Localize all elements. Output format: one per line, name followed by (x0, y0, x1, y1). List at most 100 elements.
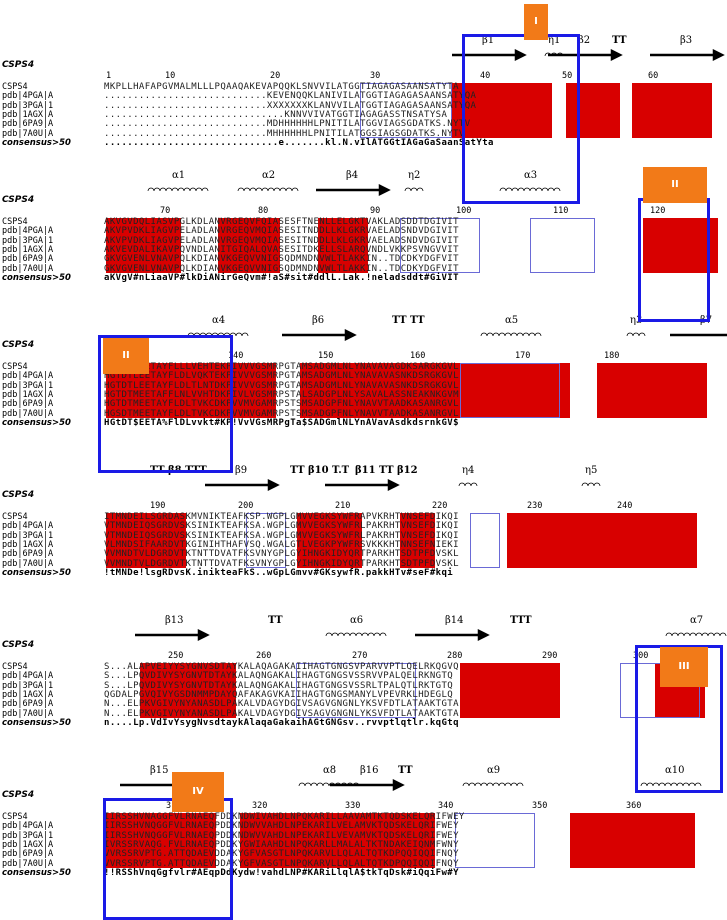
helix-coil (147, 187, 209, 192)
position-number: 70 (160, 206, 171, 216)
sequence-label: pdb|1AGX|A (2, 539, 54, 550)
conserved-column-highlight (106, 813, 216, 868)
aligned-sequence: HGTDTLEETAYFLDLVQKTEKPIVVVGSMRPGTAMSADGM… (104, 371, 459, 382)
aligned-sequence: AKVPVDKLIAGVPELADLANVRGEQVMQIASESITNDDLL… (104, 226, 459, 237)
aligned-sequence: N...ELPKVGIVYNYANASDLPAKALVDAGYDGIVSAGVG… (104, 699, 459, 710)
conserved-column-highlight (140, 663, 236, 718)
structure-label: η5 (585, 465, 597, 476)
sequence-label: pdb|7A0U|A (2, 858, 54, 869)
aligned-sequence: HGTDTLEETAYFLLLVEHTEKPIVVVGSMRPGTAMSADGM… (104, 362, 459, 372)
structure-label: η4 (462, 465, 474, 476)
conserved-column-highlight (240, 813, 380, 868)
structure-label: α10 (665, 765, 684, 776)
block-title: CSPS4 (2, 790, 35, 800)
helix-coil (404, 187, 424, 192)
position-number: 110 (553, 206, 569, 216)
aligned-sequence: QGDALPGVQIVYGSDNMMPDAYQAFAKAGVKAIIHAGTGN… (104, 689, 454, 700)
region-box (103, 798, 233, 920)
alignment-block: CSPS4β15α8β16TTα9α10310320330340350360CS… (0, 765, 727, 890)
aligned-sequence: ...............................KNNVVIVAT… (104, 109, 448, 120)
helix-coil (325, 632, 387, 637)
structure-label: TTT (510, 615, 532, 626)
structure-label: β14 (445, 615, 464, 626)
position-number: 180 (604, 351, 620, 361)
sequence-label: pdb|7A0U|A (2, 128, 54, 139)
aligned-sequence: VVRSSRVPTG.ATTQDAEVDDAKYGFVASGTLNPQKARVL… (104, 849, 459, 860)
position-number: 260 (256, 651, 272, 661)
structure-label: β3 (680, 35, 692, 46)
position-number: 330 (345, 801, 361, 811)
sequence-label: CSPS4 (2, 217, 28, 227)
strand-arrow (135, 628, 210, 642)
sequence-label: pdb|6PA9|A (2, 399, 54, 410)
sequence-label: pdb|1AGX|A (2, 109, 54, 120)
position-number: 230 (527, 501, 543, 511)
alignment-block: CSPS4 α1 α2 β4 η2 α3 70 80 90 100 110 120 CSPS4 AKVGV… (0, 170, 727, 295)
sequence-label: pdb|4PGA|A (2, 521, 54, 532)
aligned-sequence: HGTDTLEETAYFLDLTLNTDKPIVVVGSMRPGTAMSADGM… (104, 380, 459, 391)
alignment-block: CSPS4 β13 TT α6 β14 TTT α7 250 260 270 280 290 300 CS… (0, 615, 727, 740)
aligned-sequence: S...LPQVDIVYSYGNVTDTAYKALAQNGAKALIHAGTGN… (104, 680, 454, 691)
strand-arrow (670, 333, 727, 337)
position-number: 250 (168, 651, 184, 661)
helix-coil (462, 782, 524, 787)
strand-arrow (548, 48, 623, 62)
position-number: 60 (648, 71, 659, 81)
structure-label: β6 (312, 315, 324, 326)
aligned-sequence: ............................MHHHHHHLPNIT… (104, 128, 465, 139)
strand-arrow (205, 478, 280, 492)
similar-column-outline (246, 513, 286, 568)
aligned-sequence: GKVGVENLVNAVPQLKDIANVKGEQVVNIGSQDMNDNVWL… (104, 263, 459, 274)
structure-label: β4 (346, 170, 358, 181)
position-number: 160 (410, 351, 426, 361)
position-number: 150 (318, 351, 334, 361)
helix-coil (298, 782, 360, 787)
structure-label: α8 (323, 765, 336, 776)
position-number: 90 (370, 206, 381, 216)
position-number: 300 (633, 651, 649, 661)
conserved-column-highlight (452, 83, 552, 138)
sequence-label: pdb|7A0U|A (2, 408, 54, 419)
block-title: CSPS4 (2, 490, 35, 500)
helix-coil (480, 332, 542, 337)
position-number: 170 (515, 351, 531, 361)
sequence-label: pdb|1AGX|A (2, 389, 54, 400)
helix-coil (626, 332, 646, 337)
strand-arrow (316, 183, 391, 197)
conserved-column-highlight (597, 363, 707, 418)
sequence-label: CSPS4 (2, 82, 28, 92)
structure-label: η3 (630, 315, 642, 326)
sequence-label: pdb|1AGX|A (2, 839, 54, 850)
position-number: 100 (456, 206, 472, 216)
conserved-column-highlight (460, 663, 560, 718)
structure-label: β15 (150, 765, 169, 776)
aligned-sequence: ............................KEVENQQKLANI… (104, 91, 477, 102)
consensus-sequence: HGtDT$EETA%FlDLvvkt#KP!VvVGsMRPgTa$SADGm… (104, 417, 459, 428)
region-tag: IV (172, 772, 224, 812)
similar-column-outline (400, 218, 480, 273)
alignment-block: CSPS4 β1 η1 β2 TT β3 1 10 20 30 40 50 60 CSPS4 MKPLLHA… (0, 35, 727, 160)
consensus-sequence: ..............................e.......kl… (104, 137, 494, 148)
structure-label: β16 (360, 765, 379, 776)
aligned-sequence: AKVPVDKLIAGVPELADLANVRGEQVMQIASESITNDDLL… (104, 235, 459, 246)
aligned-sequence: VTMNDEIQSGRDVSKSINIKTEAFKSA.WGPLGMVVEGKS… (104, 530, 459, 541)
alignment-block: CSPS4 TT β8 TTT β9 TT β10 T.T β11 TT β12 η4 η5… (0, 465, 727, 590)
structure-label: α7 (690, 615, 703, 626)
structure-label: TT (268, 615, 283, 626)
sequence-label: pdb|7A0U|A (2, 263, 54, 274)
position-number: 350 (532, 801, 548, 811)
aligned-sequence: VTMNDEIQSGRDVSKSINIKTEAFKSA.WGPLGMVVEGKS… (104, 521, 459, 532)
helix-coil (640, 782, 702, 787)
sequence-label: pdb|3PGA|1 (2, 680, 54, 691)
structure-label: TT β10 T.T (290, 465, 350, 476)
consensus-label: consensus>50 (2, 717, 71, 728)
sequence-label: pdb|7A0U|A (2, 558, 54, 569)
strand-arrow (415, 628, 490, 642)
conserved-column-highlight (106, 513, 186, 568)
aligned-sequence: ITMNDEILSGRDASKMVNIKTEAFKSP.WGPLGMVVEGKS… (104, 512, 459, 522)
position-number: 290 (542, 651, 558, 661)
strand-arrow (650, 48, 725, 62)
sequence-label: CSPS4 (2, 662, 28, 672)
